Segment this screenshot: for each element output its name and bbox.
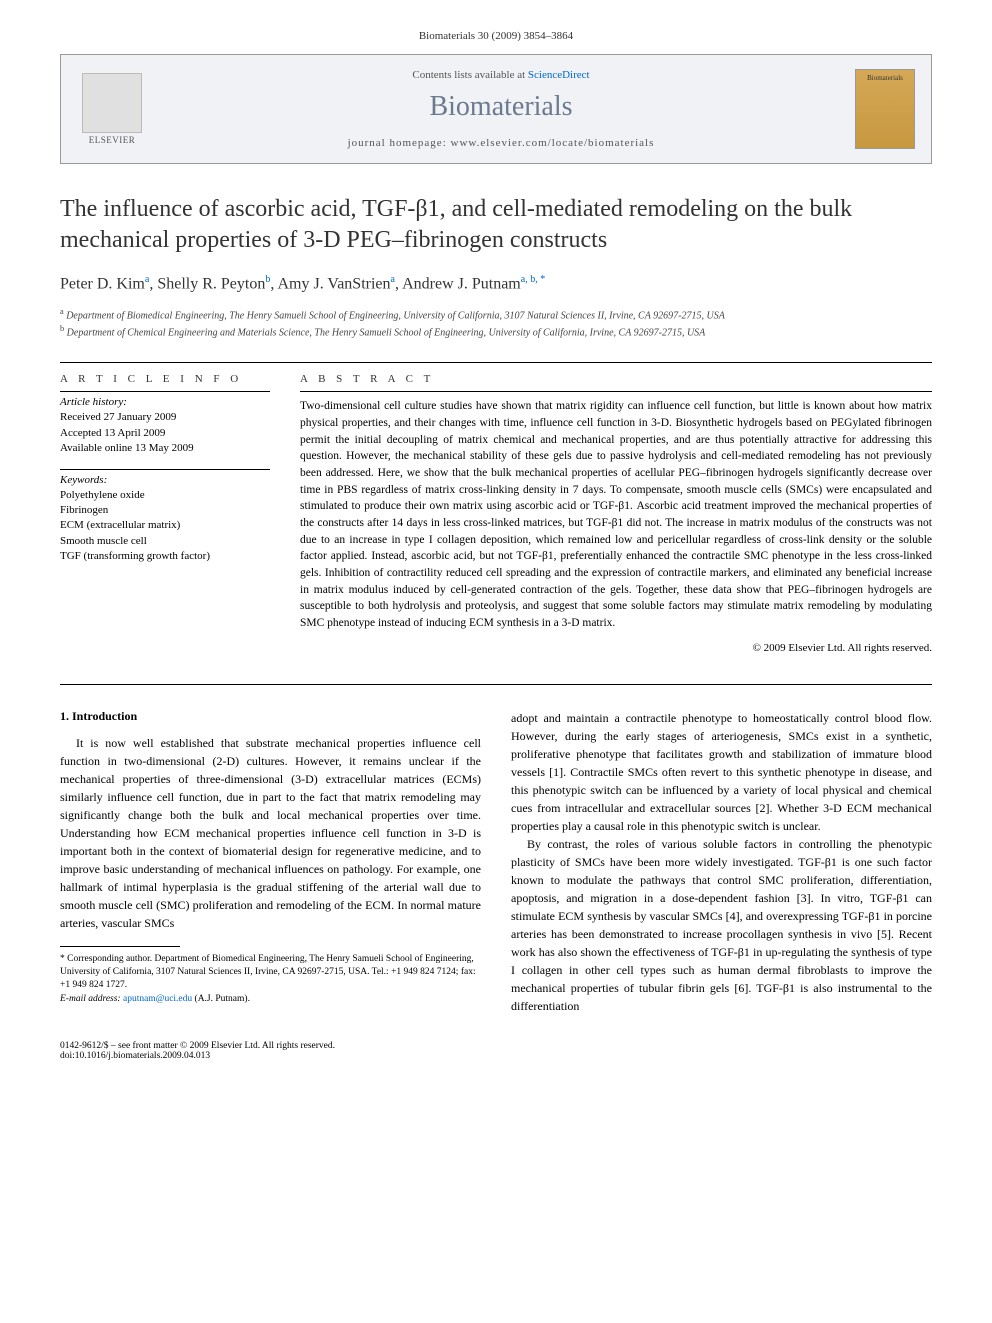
journal-homepage: journal homepage: www.elsevier.com/locat…: [163, 137, 839, 149]
email-label: E-mail address:: [60, 994, 123, 1004]
sciencedirect-link[interactable]: ScienceDirect: [528, 69, 590, 81]
article-info-heading: A R T I C L E I N F O: [60, 373, 270, 385]
author-3-aff: a: [391, 274, 395, 285]
body-column-right: adopt and maintain a contractile phenoty…: [511, 709, 932, 1015]
author-2-aff: b: [265, 274, 270, 285]
elsevier-tree-icon: [82, 73, 142, 133]
page-footer: 0142-9612/$ – see front matter © 2009 El…: [60, 1035, 932, 1061]
intro-para-1: It is now well established that substrat…: [60, 734, 481, 932]
corresponding-author-footnote: * Corresponding author. Department of Bi…: [60, 953, 481, 1006]
divider: [60, 684, 932, 685]
body-column-left: 1. Introduction It is now well establish…: [60, 709, 481, 1015]
article-title: The influence of ascorbic acid, TGF-β1, …: [60, 194, 932, 256]
abstract-column: A B S T R A C T Two-dimensional cell cul…: [300, 367, 932, 653]
affiliation-a: Department of Biomedical Engineering, Th…: [66, 310, 725, 321]
keywords-list: Polyethylene oxide Fibrinogen ECM (extra…: [60, 488, 270, 565]
author-3: Amy J. VanStrien: [277, 276, 390, 293]
journal-name: Biomaterials: [163, 91, 839, 123]
article-info-column: A R T I C L E I N F O Article history: R…: [60, 367, 270, 653]
email-suffix: (A.J. Putnam).: [192, 994, 250, 1004]
affiliation-b: Department of Chemical Engineering and M…: [67, 327, 706, 338]
history-heading: Article history:: [60, 396, 270, 408]
divider: [60, 362, 932, 363]
publisher-name: ELSEVIER: [89, 135, 136, 145]
author-2: Shelly R. Peyton: [157, 276, 265, 293]
section-1-heading: 1. Introduction: [60, 709, 481, 724]
corresponding-email-link[interactable]: aputnam@uci.edu: [123, 994, 192, 1004]
contents-available-line: Contents lists available at ScienceDirec…: [163, 69, 839, 81]
author-1: Peter D. Kim: [60, 276, 145, 293]
abstract-text: Two-dimensional cell culture studies hav…: [300, 398, 932, 631]
abstract-heading: A B S T R A C T: [300, 373, 932, 385]
article-history: Received 27 January 2009 Accepted 13 Apr…: [60, 410, 270, 456]
footnote-corr: * Corresponding author. Department of Bi…: [60, 953, 481, 993]
intro-para-2: adopt and maintain a contractile phenoty…: [511, 709, 932, 835]
footer-left: 0142-9612/$ – see front matter © 2009 El…: [60, 1041, 335, 1061]
author-list: Peter D. Kima, Shelly R. Peytonb, Amy J.…: [60, 274, 932, 293]
abstract-copyright: © 2009 Elsevier Ltd. All rights reserved…: [300, 642, 932, 654]
cover-label: Biomaterials: [867, 74, 903, 82]
journal-cover-thumbnail: Biomaterials: [855, 69, 915, 149]
page-citation: Biomaterials 30 (2009) 3854–3864: [60, 30, 932, 42]
keywords-heading: Keywords:: [60, 474, 270, 486]
homepage-label: journal homepage:: [348, 137, 451, 149]
affiliations: a Department of Biomedical Engineering, …: [60, 306, 932, 341]
author-1-aff: a: [145, 274, 149, 285]
footnote-divider: [60, 946, 180, 947]
intro-para-3: By contrast, the roles of various solubl…: [511, 835, 932, 1015]
publisher-logo: ELSEVIER: [77, 69, 147, 149]
author-4: Andrew J. Putnam: [402, 276, 521, 293]
author-4-aff: a, b, *: [521, 274, 545, 285]
journal-header: ELSEVIER Contents lists available at Sci…: [60, 54, 932, 164]
contents-prefix: Contents lists available at: [412, 69, 527, 81]
homepage-url[interactable]: www.elsevier.com/locate/biomaterials: [451, 137, 655, 149]
